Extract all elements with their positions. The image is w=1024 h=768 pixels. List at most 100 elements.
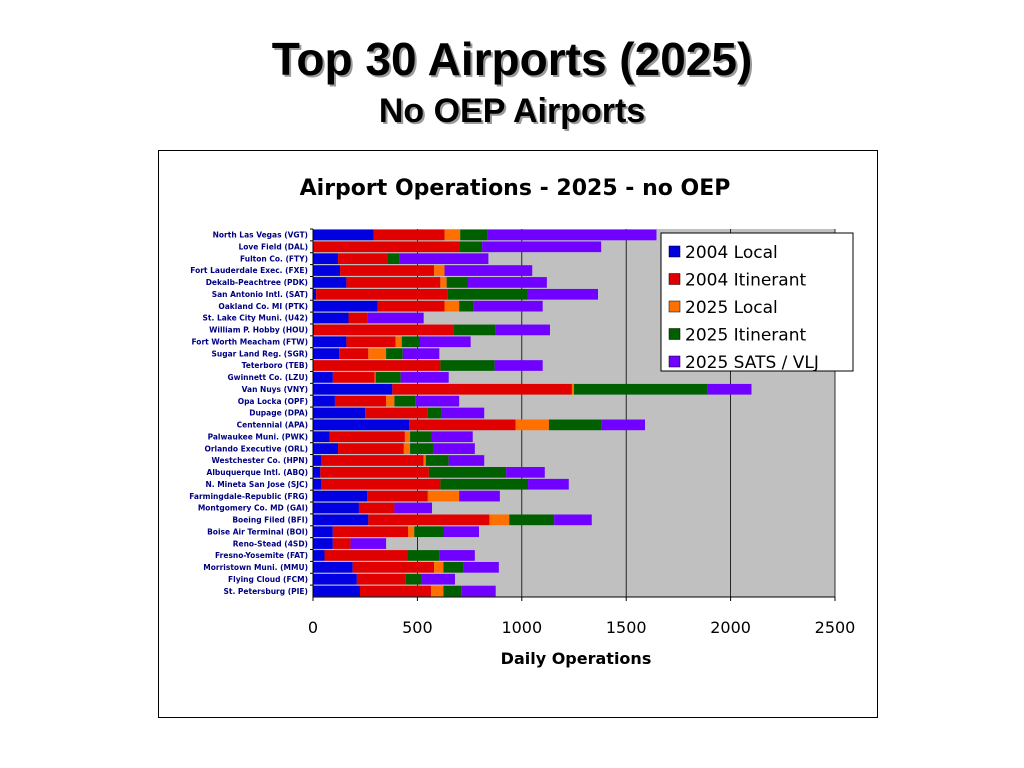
bar-segment-2	[334, 395, 387, 407]
bar-segment-5	[473, 300, 543, 312]
bar-segment-2	[356, 573, 406, 585]
bar-segment-2	[324, 550, 409, 561]
bar-segment-5	[415, 395, 460, 407]
bar-segment-5	[350, 538, 387, 549]
bar-segment-4	[443, 585, 462, 597]
category-label: North Las Vegas (VGT)	[213, 231, 308, 240]
bar-segment-5	[467, 277, 547, 288]
x-tick-label: 0	[308, 618, 318, 637]
bar-segment-3	[423, 455, 426, 466]
category-label: Albuquerque Intl. (ABQ)	[207, 468, 308, 477]
bar-segment-4	[405, 573, 422, 585]
bar-segment-1	[313, 229, 374, 241]
bar-segment-4	[394, 395, 416, 407]
bar-segment-1	[313, 514, 369, 526]
bar-segment-1	[313, 383, 393, 395]
bar-segment-1	[313, 526, 333, 538]
bar-segment-3	[374, 372, 376, 383]
legend-swatch	[668, 300, 681, 313]
bar-segment-1	[313, 253, 339, 265]
bar-segment-4	[427, 407, 442, 419]
slide-title: Top 30 Airports (2025)	[271, 33, 753, 85]
category-label: Farmingdale-Republic (FRG)	[189, 492, 308, 501]
bar-segment-3	[434, 265, 445, 276]
bar-segment-2	[392, 383, 572, 395]
category-label: Fort Worth Meacham (FTW)	[191, 337, 308, 346]
bar-segment-3	[434, 561, 444, 573]
bar-segment-4	[401, 336, 420, 348]
bar-segment-5	[402, 348, 440, 359]
legend-label: 2025 SATS / VLJ	[685, 353, 819, 373]
bar-segment-4	[425, 455, 449, 466]
category-label: William P. Hobby (HOU)	[209, 326, 308, 335]
bar-segment-2	[348, 312, 368, 324]
bar-segment-3	[571, 383, 574, 395]
x-tick-label: 2000	[710, 618, 751, 637]
legend-swatch	[668, 273, 681, 285]
bar-segment-4	[387, 253, 400, 265]
legend: 2004 Local 2004 Itinerant 2025 Local 2025 I…	[660, 232, 854, 373]
slide-subtitle: No OEP Airports	[378, 92, 646, 130]
x-tick-label: 500	[402, 618, 433, 637]
bar-segment-4	[428, 467, 507, 478]
bar-segment-3	[408, 526, 415, 538]
bar-segment-4	[408, 550, 440, 561]
bar-segment-2	[321, 478, 441, 490]
bar-segment-1	[313, 502, 359, 514]
bar-segment-4	[574, 383, 708, 395]
bar-segment-3	[444, 229, 461, 241]
bar-segment-4	[460, 229, 488, 241]
bar-segment-5	[482, 241, 602, 253]
bar-segment-1	[313, 467, 321, 478]
legend-label: 2004 Local	[685, 243, 778, 263]
legend-swatch	[668, 355, 681, 368]
category-label: Van Nuys (VNY)	[242, 385, 308, 394]
category-label: Dekalb-Peachtree (PDK)	[206, 278, 308, 287]
bar-segment-3	[489, 514, 510, 526]
bar-segment-4	[548, 419, 602, 431]
bar-segment-2	[358, 502, 395, 514]
category-label: Boeing Filed (BFI)	[232, 516, 308, 525]
bar-segment-4	[410, 431, 431, 443]
bars	[313, 229, 752, 597]
category-label: San Antonio Intl. (SAT)	[212, 290, 308, 299]
bar-segment-2	[314, 324, 454, 336]
bar-segment-2	[352, 561, 435, 573]
bar-segment-5	[461, 585, 496, 597]
bar-segment-4	[410, 443, 434, 454]
category-label: Orlando Executive (ORL)	[204, 444, 308, 453]
category-label: Palwaukee Muni. (PWK)	[208, 432, 308, 441]
bar-segment-2	[365, 407, 428, 419]
bar-segment-1	[313, 336, 347, 348]
bar-segment-4	[440, 360, 495, 371]
bar-segment-4	[386, 348, 403, 359]
bar-segment-2	[338, 443, 404, 454]
bar-segment-2	[409, 419, 516, 431]
bar-segment-1	[313, 478, 322, 490]
bar-segment-3	[403, 443, 411, 454]
bar-segment-1	[313, 372, 333, 383]
category-label: Opa Locka (OPF)	[238, 397, 308, 406]
bar-segment-2	[313, 360, 441, 371]
bar-segment-1	[313, 455, 322, 466]
bar-segment-4	[414, 526, 444, 538]
bar-segment-5	[459, 490, 500, 502]
category-label: Westchester Co. (HPN)	[212, 456, 308, 465]
bar-segment-5	[487, 229, 657, 241]
legend-swatch	[668, 328, 681, 340]
category-label: Montgomery Co. MD (GAI)	[198, 504, 308, 513]
bar-segment-5	[527, 288, 599, 300]
bar-segment-3	[430, 585, 444, 597]
airport-operations-chart: Airport Operations - 2025 - no OEP North…	[189, 176, 855, 668]
bar-segment-2	[339, 348, 369, 359]
bar-segment-5	[444, 265, 533, 276]
bar-segment-2	[329, 431, 405, 443]
bar-segment-5	[707, 383, 752, 395]
x-tick-label: 1500	[606, 618, 647, 637]
bar-segment-1	[313, 550, 325, 561]
bar-segment-2	[368, 514, 490, 526]
bar-segment-5	[400, 372, 449, 383]
bar-segment-2	[313, 241, 460, 253]
bar-segment-3	[386, 395, 395, 407]
bar-segment-1	[313, 585, 360, 597]
